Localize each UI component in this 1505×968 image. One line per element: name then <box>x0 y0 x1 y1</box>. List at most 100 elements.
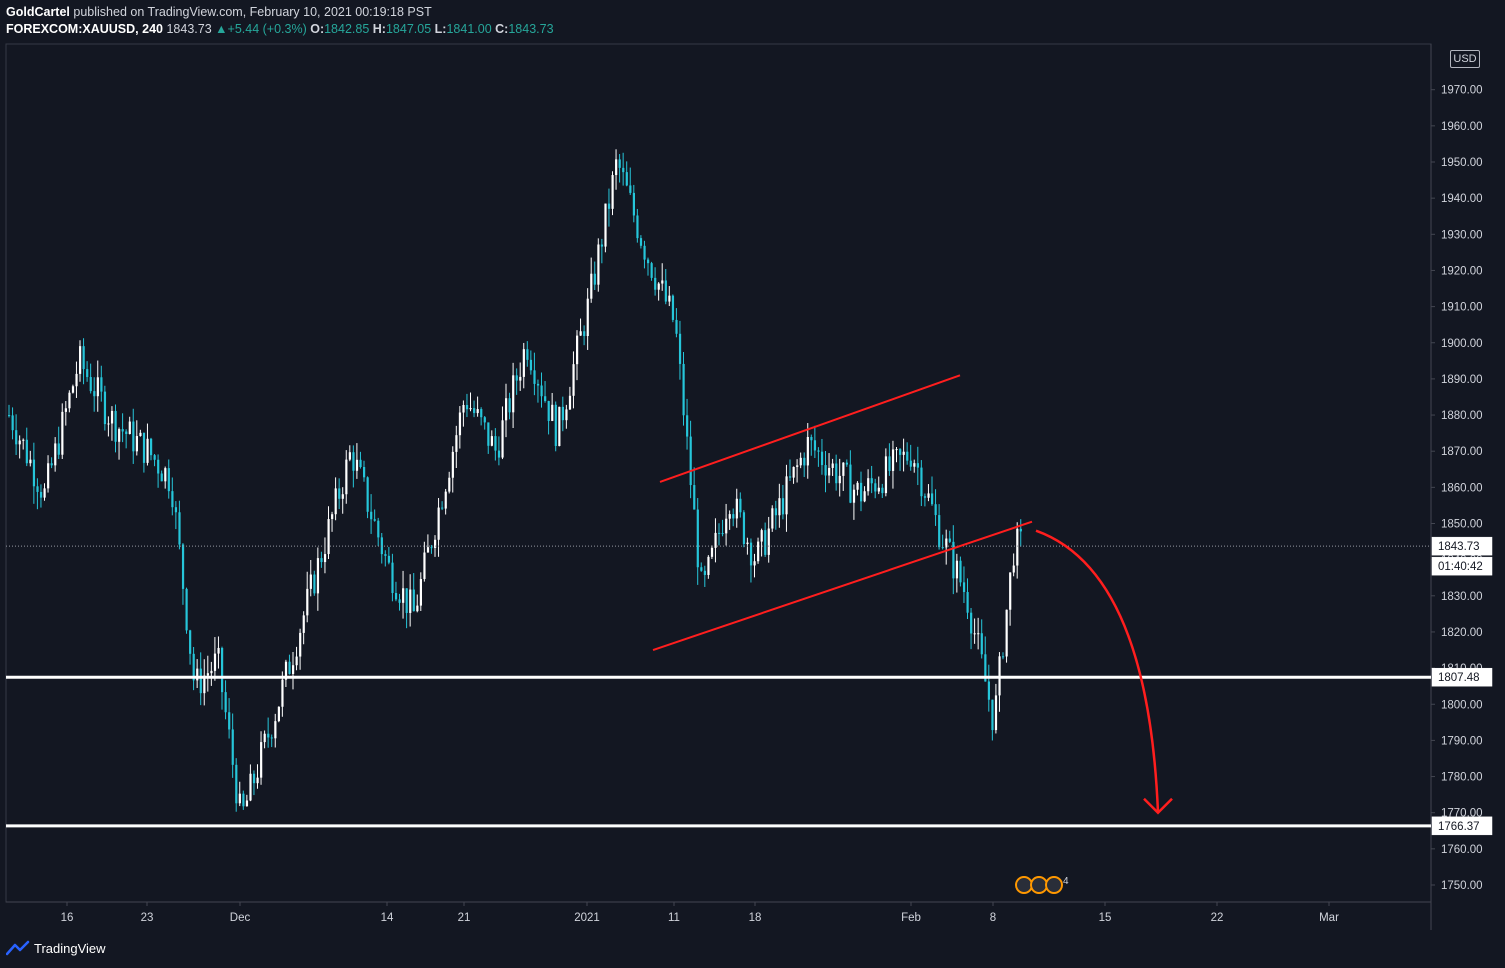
candle-body <box>334 488 337 515</box>
candle-body <box>125 431 128 435</box>
candle-body <box>994 695 998 731</box>
candle-body <box>121 429 124 432</box>
candle-body <box>465 405 469 410</box>
event-markers[interactable]: 834 <box>1015 876 1069 894</box>
candle-body <box>110 410 114 424</box>
time-tick-label: 22 <box>1211 912 1224 924</box>
last-price-badge-bg <box>1431 536 1493 556</box>
candle-body <box>402 588 405 603</box>
chart-header: GoldCartel published on TradingView.com,… <box>0 0 1505 40</box>
time-tick-label: Feb <box>901 912 921 924</box>
candle-body <box>416 605 419 612</box>
candle-body <box>746 542 749 544</box>
countdown-badge-bg <box>1431 556 1493 576</box>
candle-body <box>206 673 209 676</box>
candle-body <box>615 159 618 176</box>
candle-body <box>852 489 856 503</box>
high-value: 1847.05 <box>385 22 432 36</box>
candle-body <box>657 283 660 290</box>
candle-body <box>597 244 600 285</box>
candle-body <box>359 459 362 468</box>
candle-body <box>693 485 696 510</box>
candle-body <box>210 670 213 674</box>
candle-body <box>813 440 817 451</box>
candle-body <box>938 515 941 548</box>
candle-body <box>519 376 522 381</box>
candle-body <box>366 477 369 512</box>
candle-body <box>661 280 664 284</box>
candle-body <box>735 498 738 519</box>
candle-body <box>544 396 547 402</box>
candle-body <box>593 273 596 285</box>
candle-body <box>916 463 919 468</box>
candle-body <box>132 421 135 452</box>
candle-body <box>689 436 692 486</box>
candle-body <box>927 493 930 498</box>
candle-body <box>249 773 252 801</box>
time-axis[interactable]: 16 23 Dec 14 21 2021 11 18 Feb 8 15 22 Mar <box>61 902 1339 924</box>
candle-body <box>483 417 486 423</box>
time-tick-label: 23 <box>141 912 154 924</box>
candle-body <box>473 408 476 414</box>
candle-body <box>348 452 351 460</box>
candle-body <box>15 430 18 445</box>
channel-upper-line <box>659 374 961 483</box>
price-tick-label: 1970.00 <box>1441 85 1483 97</box>
candle-body <box>749 542 753 566</box>
candle-body <box>622 167 625 173</box>
candle-body <box>302 615 305 633</box>
candle-body <box>980 633 983 655</box>
candle-body <box>458 412 462 436</box>
candle-body <box>526 349 529 360</box>
candle-body <box>920 467 923 497</box>
candle-body <box>654 277 657 290</box>
time-tick-label: 14 <box>381 912 394 924</box>
open-value: 1842.85 <box>324 22 370 36</box>
price-tick-label: 1780.00 <box>1441 772 1483 784</box>
candle-body <box>11 415 14 431</box>
author-name[interactable]: GoldCartel <box>6 5 70 19</box>
price-tick-label: 1940.00 <box>1441 193 1483 205</box>
candle-body <box>991 699 994 731</box>
tradingview-logo[interactable]: TradingView <box>6 940 106 956</box>
candle-body <box>799 457 802 466</box>
currency-badge[interactable]: USD <box>1450 50 1480 68</box>
candle-body <box>185 588 188 631</box>
candle-body <box>842 462 845 476</box>
candle-body <box>629 185 632 193</box>
candle-body <box>820 451 824 466</box>
candle-body <box>284 661 288 680</box>
price-tick-label: 1920.00 <box>1441 265 1483 277</box>
candle-body <box>1009 572 1012 610</box>
candle-body <box>57 443 60 455</box>
candle-body <box>295 656 298 666</box>
candle-body <box>671 295 675 320</box>
candle-body <box>398 599 401 603</box>
price-tick-label: 1960.00 <box>1441 121 1483 133</box>
candle-body <box>412 589 415 612</box>
candle-body <box>331 514 334 520</box>
candle-body <box>167 468 170 492</box>
candle-body <box>171 491 174 508</box>
candle-body <box>363 467 366 478</box>
open-label: O: <box>310 22 325 36</box>
candle-body <box>831 463 834 468</box>
symbol-label[interactable]: FOREXCOM:XAUUSD, 240 <box>6 22 163 36</box>
price-axis[interactable]: 1750.001760.001770.001780.001790.001800.… <box>1431 85 1483 892</box>
candle-body <box>554 404 557 446</box>
candle-body <box>469 408 472 410</box>
candle-body <box>68 392 71 409</box>
candle-body <box>32 459 36 487</box>
price-tick-label: 1880.00 <box>1441 410 1483 422</box>
candle-body <box>217 647 220 654</box>
price-tick-label: 1900.00 <box>1441 338 1483 350</box>
candle-body <box>902 451 905 455</box>
candle-body <box>973 633 976 635</box>
candle-body <box>267 733 270 738</box>
candle-body <box>164 468 167 482</box>
plot-area[interactable] <box>5 43 1432 903</box>
price-tick-label: 1800.00 <box>1441 699 1483 711</box>
projection-arrow-curve <box>1035 529 1160 813</box>
candle-body <box>448 477 451 492</box>
